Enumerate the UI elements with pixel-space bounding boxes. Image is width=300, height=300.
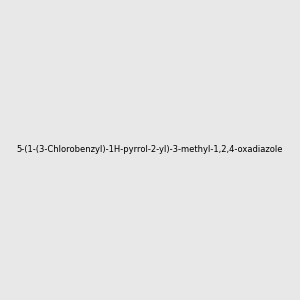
Text: 5-(1-(3-Chlorobenzyl)-1H-pyrrol-2-yl)-3-methyl-1,2,4-oxadiazole: 5-(1-(3-Chlorobenzyl)-1H-pyrrol-2-yl)-3-…: [17, 146, 283, 154]
